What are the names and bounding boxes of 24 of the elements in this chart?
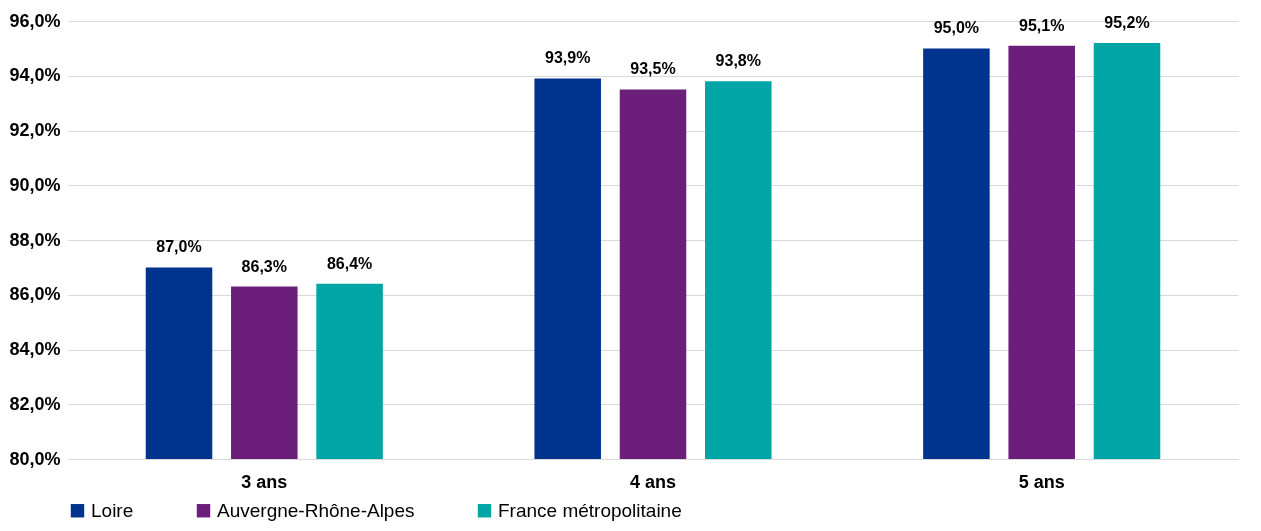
y-tick-label: 90,0% bbox=[9, 174, 61, 195]
data-label: 93,5% bbox=[630, 60, 676, 78]
y-tick-label: 80,0% bbox=[9, 448, 61, 469]
x-tick-label: 4 ans bbox=[629, 471, 677, 492]
data-label: 87,0% bbox=[156, 238, 202, 256]
legend-label: Loire bbox=[91, 499, 134, 521]
y-tick-label: 96,0% bbox=[9, 10, 61, 31]
x-tick-label: 5 ans bbox=[1018, 471, 1065, 492]
data-label: 95,2% bbox=[1104, 13, 1150, 31]
y-tick-label: 86,0% bbox=[9, 284, 61, 305]
data-label: 95,1% bbox=[1019, 16, 1065, 34]
legend-label: Auvergne-Rhône-Alpes bbox=[217, 499, 415, 521]
y-tick-label: 92,0% bbox=[9, 120, 61, 140]
y-tick-label: 82,0% bbox=[9, 393, 61, 414]
data-label: 95,0% bbox=[933, 19, 980, 37]
data-label: 93,8% bbox=[715, 52, 761, 70]
data-label: 93,9% bbox=[545, 49, 591, 67]
y-tick-label: 94,0% bbox=[9, 65, 61, 86]
legend-label: France métropolitaine bbox=[498, 499, 682, 521]
data-label: 86,3% bbox=[241, 257, 287, 275]
y-tick-label: 84,0% bbox=[9, 339, 61, 359]
x-tick-label: 3 ans bbox=[241, 471, 288, 492]
y-tick-label: 88,0% bbox=[9, 229, 61, 250]
data-label: 86,4% bbox=[326, 254, 373, 272]
